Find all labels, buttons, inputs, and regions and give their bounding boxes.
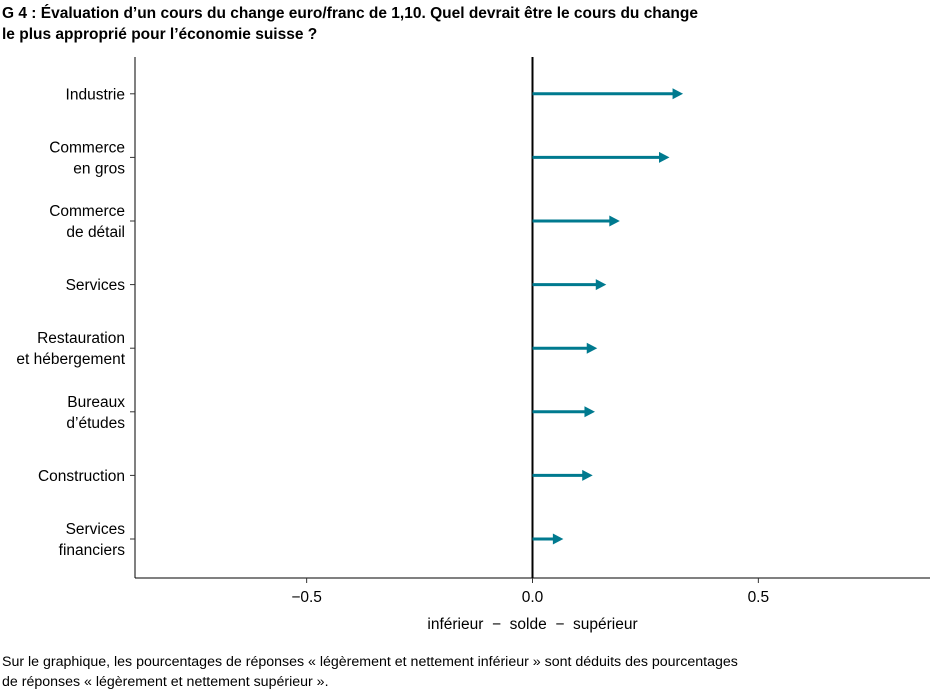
category-label: Services — [66, 277, 126, 294]
footnote-line-1: Sur le graphique, les pourcentages de ré… — [2, 654, 738, 670]
category-label: Services — [66, 521, 126, 538]
category-label: Commerce — [49, 139, 125, 156]
x-tick-label: 0.5 — [748, 589, 770, 606]
category-label: Bureaux — [67, 394, 125, 411]
category-label: Construction — [38, 468, 125, 485]
footnote: Sur le graphique, les pourcentages de ré… — [2, 652, 928, 692]
x-tick-label: 0.0 — [522, 589, 544, 606]
x-tick-label: −0.5 — [291, 589, 322, 606]
category-label: de détail — [66, 224, 125, 241]
category-label: Commerce — [49, 203, 125, 220]
arrow-head — [586, 342, 598, 354]
arrow-head — [672, 88, 684, 100]
category-label: et hébergement — [16, 351, 125, 368]
category-labels: Industrie Commerce en gros Commerce de détai… — [16, 86, 125, 559]
chart-title-line-2: le plus approprié pour l’économie suisse… — [2, 26, 318, 43]
chart-title: G 4 : Évaluation d’un cours du change eu… — [2, 3, 922, 45]
arrow-head — [582, 469, 593, 481]
arrow-head — [552, 533, 564, 545]
axes: −0.5 0.0 0.5 inférieur − solde − supérieur — [130, 57, 930, 633]
arrow-head — [609, 215, 620, 227]
arrow-head — [659, 151, 670, 163]
arrow-head — [595, 279, 607, 291]
chart-title-line-1: G 4 : Évaluation d’un cours du change eu… — [2, 5, 698, 22]
chart-marks — [532, 88, 684, 545]
category-label: financiers — [59, 542, 126, 559]
arrow-head — [584, 406, 595, 418]
category-label: en gros — [73, 160, 125, 177]
x-axis-title: inférieur − solde − supérieur — [427, 616, 637, 633]
category-label: Industrie — [66, 86, 125, 103]
footnote-line-2: de réponses « légèrement et nettement su… — [2, 674, 329, 690]
category-label: d’études — [66, 415, 125, 432]
category-label: Restauration — [37, 330, 125, 347]
